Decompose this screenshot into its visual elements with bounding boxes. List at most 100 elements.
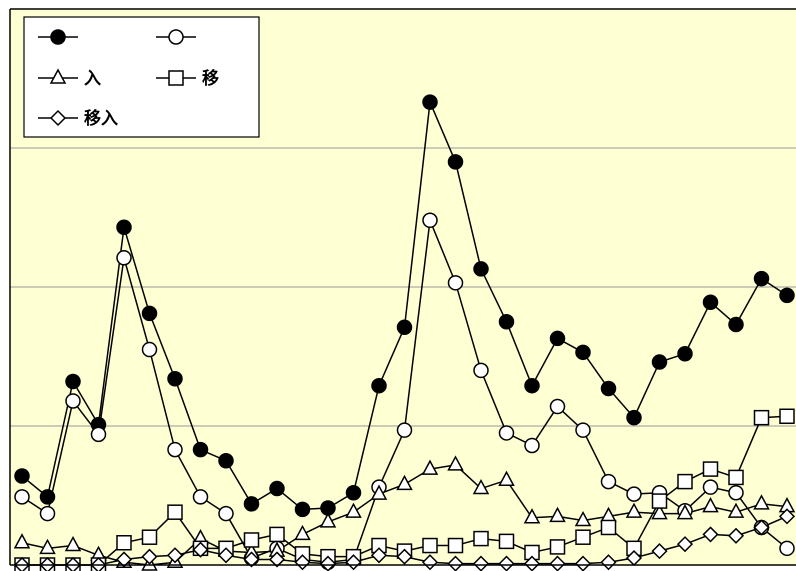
marker	[294, 524, 311, 541]
marker	[600, 519, 617, 536]
marker	[396, 548, 413, 565]
marker	[702, 479, 719, 495]
marker	[447, 275, 464, 291]
legend-label: 移入	[84, 108, 118, 129]
marker	[192, 541, 209, 558]
marker	[575, 344, 591, 361]
marker	[626, 486, 642, 502]
marker	[600, 380, 617, 397]
marker	[702, 294, 719, 311]
marker	[13, 533, 31, 549]
marker	[14, 489, 30, 505]
marker	[167, 370, 183, 387]
marker	[549, 398, 566, 415]
marker	[294, 501, 311, 518]
marker	[396, 422, 413, 438]
marker	[727, 527, 745, 544]
marker	[473, 530, 489, 547]
marker	[115, 551, 133, 568]
marker	[269, 526, 285, 543]
marker	[218, 453, 234, 469]
marker	[141, 548, 158, 565]
marker	[345, 502, 362, 518]
marker	[778, 508, 796, 525]
marker	[498, 425, 515, 441]
legend-marker	[49, 109, 67, 127]
marker	[753, 519, 770, 536]
marker	[753, 494, 770, 510]
marker	[523, 508, 541, 524]
marker	[166, 547, 184, 564]
marker	[90, 426, 107, 443]
marker	[116, 535, 132, 551]
marker	[269, 480, 285, 497]
marker	[779, 287, 795, 304]
legend-marker	[49, 68, 67, 84]
marker	[116, 219, 132, 235]
legend-label: 入	[84, 69, 101, 89]
marker	[396, 474, 413, 491]
marker	[421, 459, 439, 475]
marker	[345, 484, 362, 501]
marker	[243, 496, 260, 512]
marker	[728, 484, 744, 501]
marker	[626, 409, 642, 426]
marker	[651, 503, 668, 520]
marker	[651, 493, 668, 509]
marker	[524, 377, 540, 394]
marker	[676, 503, 694, 520]
marker	[677, 345, 693, 362]
marker	[625, 502, 643, 518]
marker	[447, 455, 464, 471]
marker	[422, 212, 438, 229]
marker	[600, 473, 617, 490]
marker	[728, 316, 744, 333]
marker	[370, 484, 388, 500]
marker	[702, 526, 719, 543]
marker	[64, 535, 82, 552]
marker	[371, 377, 387, 394]
marker	[498, 314, 515, 330]
marker	[753, 270, 770, 287]
marker	[447, 537, 464, 554]
marker	[779, 540, 795, 557]
marker	[575, 529, 591, 545]
marker	[319, 512, 337, 528]
marker	[422, 537, 438, 554]
marker	[396, 319, 413, 336]
marker	[549, 539, 566, 555]
marker	[192, 441, 209, 458]
marker	[218, 505, 234, 522]
marker	[498, 533, 515, 550]
marker	[702, 461, 719, 477]
marker	[116, 250, 132, 266]
marker	[677, 473, 693, 490]
marker	[473, 362, 489, 379]
marker	[524, 437, 540, 454]
marker	[39, 538, 56, 555]
marker	[549, 506, 566, 523]
marker	[243, 532, 260, 548]
marker	[167, 504, 183, 520]
marker	[268, 551, 286, 568]
marker	[575, 422, 591, 438]
marker	[192, 489, 209, 505]
legend-marker	[168, 70, 184, 86]
marker	[779, 408, 795, 425]
marker	[651, 354, 668, 370]
marker	[217, 547, 235, 564]
marker	[651, 543, 668, 560]
marker	[422, 94, 438, 110]
marker	[243, 551, 260, 568]
legend-marker	[50, 29, 66, 45]
marker	[167, 441, 183, 458]
marker	[141, 305, 158, 322]
legend-marker	[168, 29, 184, 45]
marker	[574, 510, 592, 527]
marker	[141, 529, 158, 545]
marker	[728, 469, 744, 486]
marker	[447, 154, 464, 170]
marker	[141, 341, 158, 358]
